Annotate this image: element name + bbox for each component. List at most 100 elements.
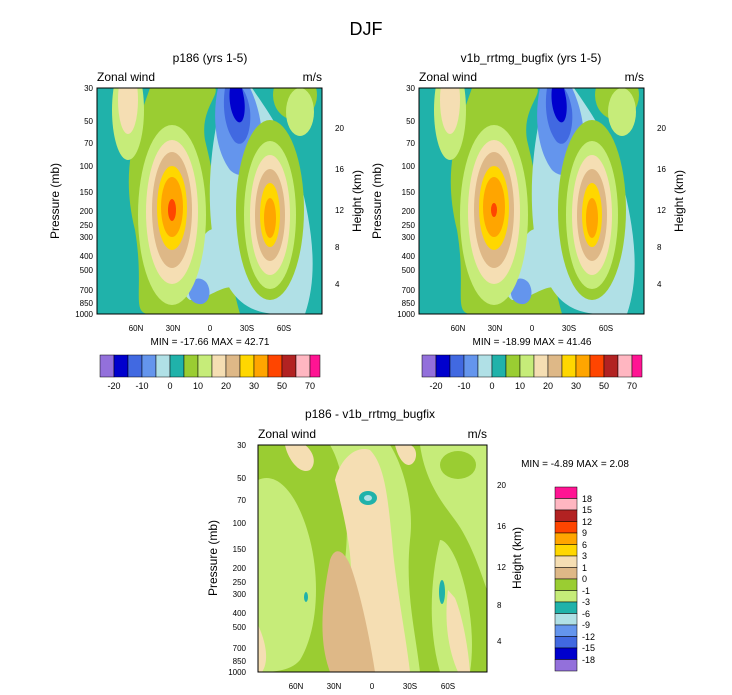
tick-label: 16 <box>497 522 506 531</box>
tick-label: 30N <box>327 682 342 691</box>
panel-difference: p186 - v1b_rrtmg_bugfix Zonal wind m/s 3… <box>206 407 629 691</box>
tick-label: 20 <box>497 481 506 490</box>
tick-label: 30S <box>240 324 254 333</box>
tick-label: 700 <box>233 644 247 653</box>
tick-label: 60S <box>277 324 291 333</box>
y-axis-label-right: Height (km) <box>350 170 364 232</box>
field-label: Zonal wind <box>419 70 477 84</box>
tick-label: 16 <box>657 165 666 174</box>
panel-title: p186 (yrs 1-5) <box>173 51 248 65</box>
colorbar-label: 9 <box>582 528 587 538</box>
colorbar-label: 15 <box>582 505 592 515</box>
tick-label: 0 <box>530 324 535 333</box>
tick-label: 60S <box>599 324 613 333</box>
pressure-ticks: 30 50 70 100 150 200 250 300 400 500 700… <box>228 441 246 677</box>
tick-label: 250 <box>402 221 416 230</box>
colorbar-label: -9 <box>582 620 590 630</box>
tick-label: 100 <box>233 519 247 528</box>
latitude-ticks: 60N 30N 0 30S 60S <box>129 324 291 333</box>
tick-label: 500 <box>233 623 247 632</box>
panel-title: v1b_rrtmg_bugfix (yrs 1-5) <box>461 51 602 65</box>
colorbar-label: -12 <box>582 632 595 642</box>
tick-label: 250 <box>233 578 247 587</box>
tick-label: 70 <box>237 496 246 505</box>
panel-title: p186 - v1b_rrtmg_bugfix <box>305 407 435 421</box>
colorbar-label: 50 <box>277 381 287 391</box>
tick-label: 30S <box>403 682 417 691</box>
y-axis-label-right: Height (km) <box>672 170 686 232</box>
contour-field <box>419 88 644 314</box>
pressure-ticks: 30 50 70 100 150 200 250 300 400 500 700… <box>397 84 415 319</box>
tick-label: 150 <box>80 188 94 197</box>
tick-label: 60N <box>129 324 144 333</box>
height-ticks: 20 16 12 8 4 <box>657 124 666 289</box>
tick-label: 400 <box>233 609 247 618</box>
tick-label: 850 <box>402 299 416 308</box>
tick-label: 850 <box>233 657 247 666</box>
colorbar-label: 30 <box>571 381 581 391</box>
tick-label: 300 <box>80 233 94 242</box>
tick-label: 200 <box>80 207 94 216</box>
tick-label: 400 <box>402 252 416 261</box>
pressure-ticks: 30 50 70 100 150 200 250 300 400 500 700… <box>75 84 93 319</box>
colorbar-label: 20 <box>221 381 231 391</box>
colorbar-label: 18 <box>582 494 592 504</box>
colorbar-label: 70 <box>627 381 637 391</box>
y-axis-label: Pressure (mb) <box>206 520 220 596</box>
panel-p186: p186 (yrs 1-5) Zonal wind m/s <box>48 51 364 391</box>
min-max-label: MIN = -18.99 MAX = 41.46 <box>473 337 592 348</box>
colorbar-label: 30 <box>249 381 259 391</box>
tick-label: 30 <box>406 84 415 93</box>
tick-label: 60N <box>289 682 304 691</box>
tick-label: 150 <box>233 545 247 554</box>
colorbar-label: -1 <box>582 586 590 596</box>
tick-label: 0 <box>208 324 213 333</box>
colorbar-label: 0 <box>489 381 494 391</box>
tick-label: 200 <box>233 564 247 573</box>
tick-label: 700 <box>80 286 94 295</box>
tick-label: 70 <box>84 139 93 148</box>
tick-label: 100 <box>402 162 416 171</box>
colorbar-label: 0 <box>582 574 587 584</box>
tick-label: 250 <box>80 221 94 230</box>
figure-title: DJF <box>350 19 383 39</box>
contour-field <box>258 445 487 672</box>
tick-label: 50 <box>237 474 246 483</box>
tick-label: 1000 <box>228 668 246 677</box>
tick-label: 50 <box>84 117 93 126</box>
tick-label: 4 <box>497 637 502 646</box>
units-label: m/s <box>468 427 487 441</box>
colorbar: -20 -10 0 10 20 30 50 70 <box>421 354 643 391</box>
tick-label: 20 <box>657 124 666 133</box>
panel-v1b: v1b_rrtmg_bugfix (yrs 1-5) Zonal wind m/… <box>370 51 686 391</box>
colorbar-label: 6 <box>582 540 587 550</box>
tick-label: 12 <box>497 563 506 572</box>
y-axis-label: Pressure (mb) <box>48 163 62 239</box>
tick-label: 4 <box>657 280 662 289</box>
tick-label: 300 <box>402 233 416 242</box>
tick-label: 8 <box>497 601 502 610</box>
colorbar-label: 1 <box>582 563 587 573</box>
field-label: Zonal wind <box>258 427 316 441</box>
tick-label: 16 <box>335 165 344 174</box>
y-axis-label: Pressure (mb) <box>370 163 384 239</box>
colorbar-label: 20 <box>543 381 553 391</box>
tick-label: 850 <box>80 299 94 308</box>
colorbar-label: 70 <box>305 381 315 391</box>
tick-label: 20 <box>335 124 344 133</box>
tick-label: 60S <box>441 682 455 691</box>
latitude-ticks: 60N 30N 0 30S 60S <box>451 324 613 333</box>
colorbar-label: -20 <box>107 381 120 391</box>
colorbar: -20 -10 0 10 20 30 50 70 <box>99 354 321 391</box>
tick-label: 30 <box>84 84 93 93</box>
tick-label: 500 <box>402 266 416 275</box>
tick-label: 100 <box>80 162 94 171</box>
tick-label: 30N <box>166 324 181 333</box>
contour-field <box>97 88 322 314</box>
tick-label: 4 <box>335 280 340 289</box>
y-axis-label-right: Height (km) <box>510 527 524 589</box>
tick-label: 60N <box>451 324 466 333</box>
min-max-label: MIN = -17.66 MAX = 42.71 <box>151 337 270 348</box>
tick-label: 150 <box>402 188 416 197</box>
